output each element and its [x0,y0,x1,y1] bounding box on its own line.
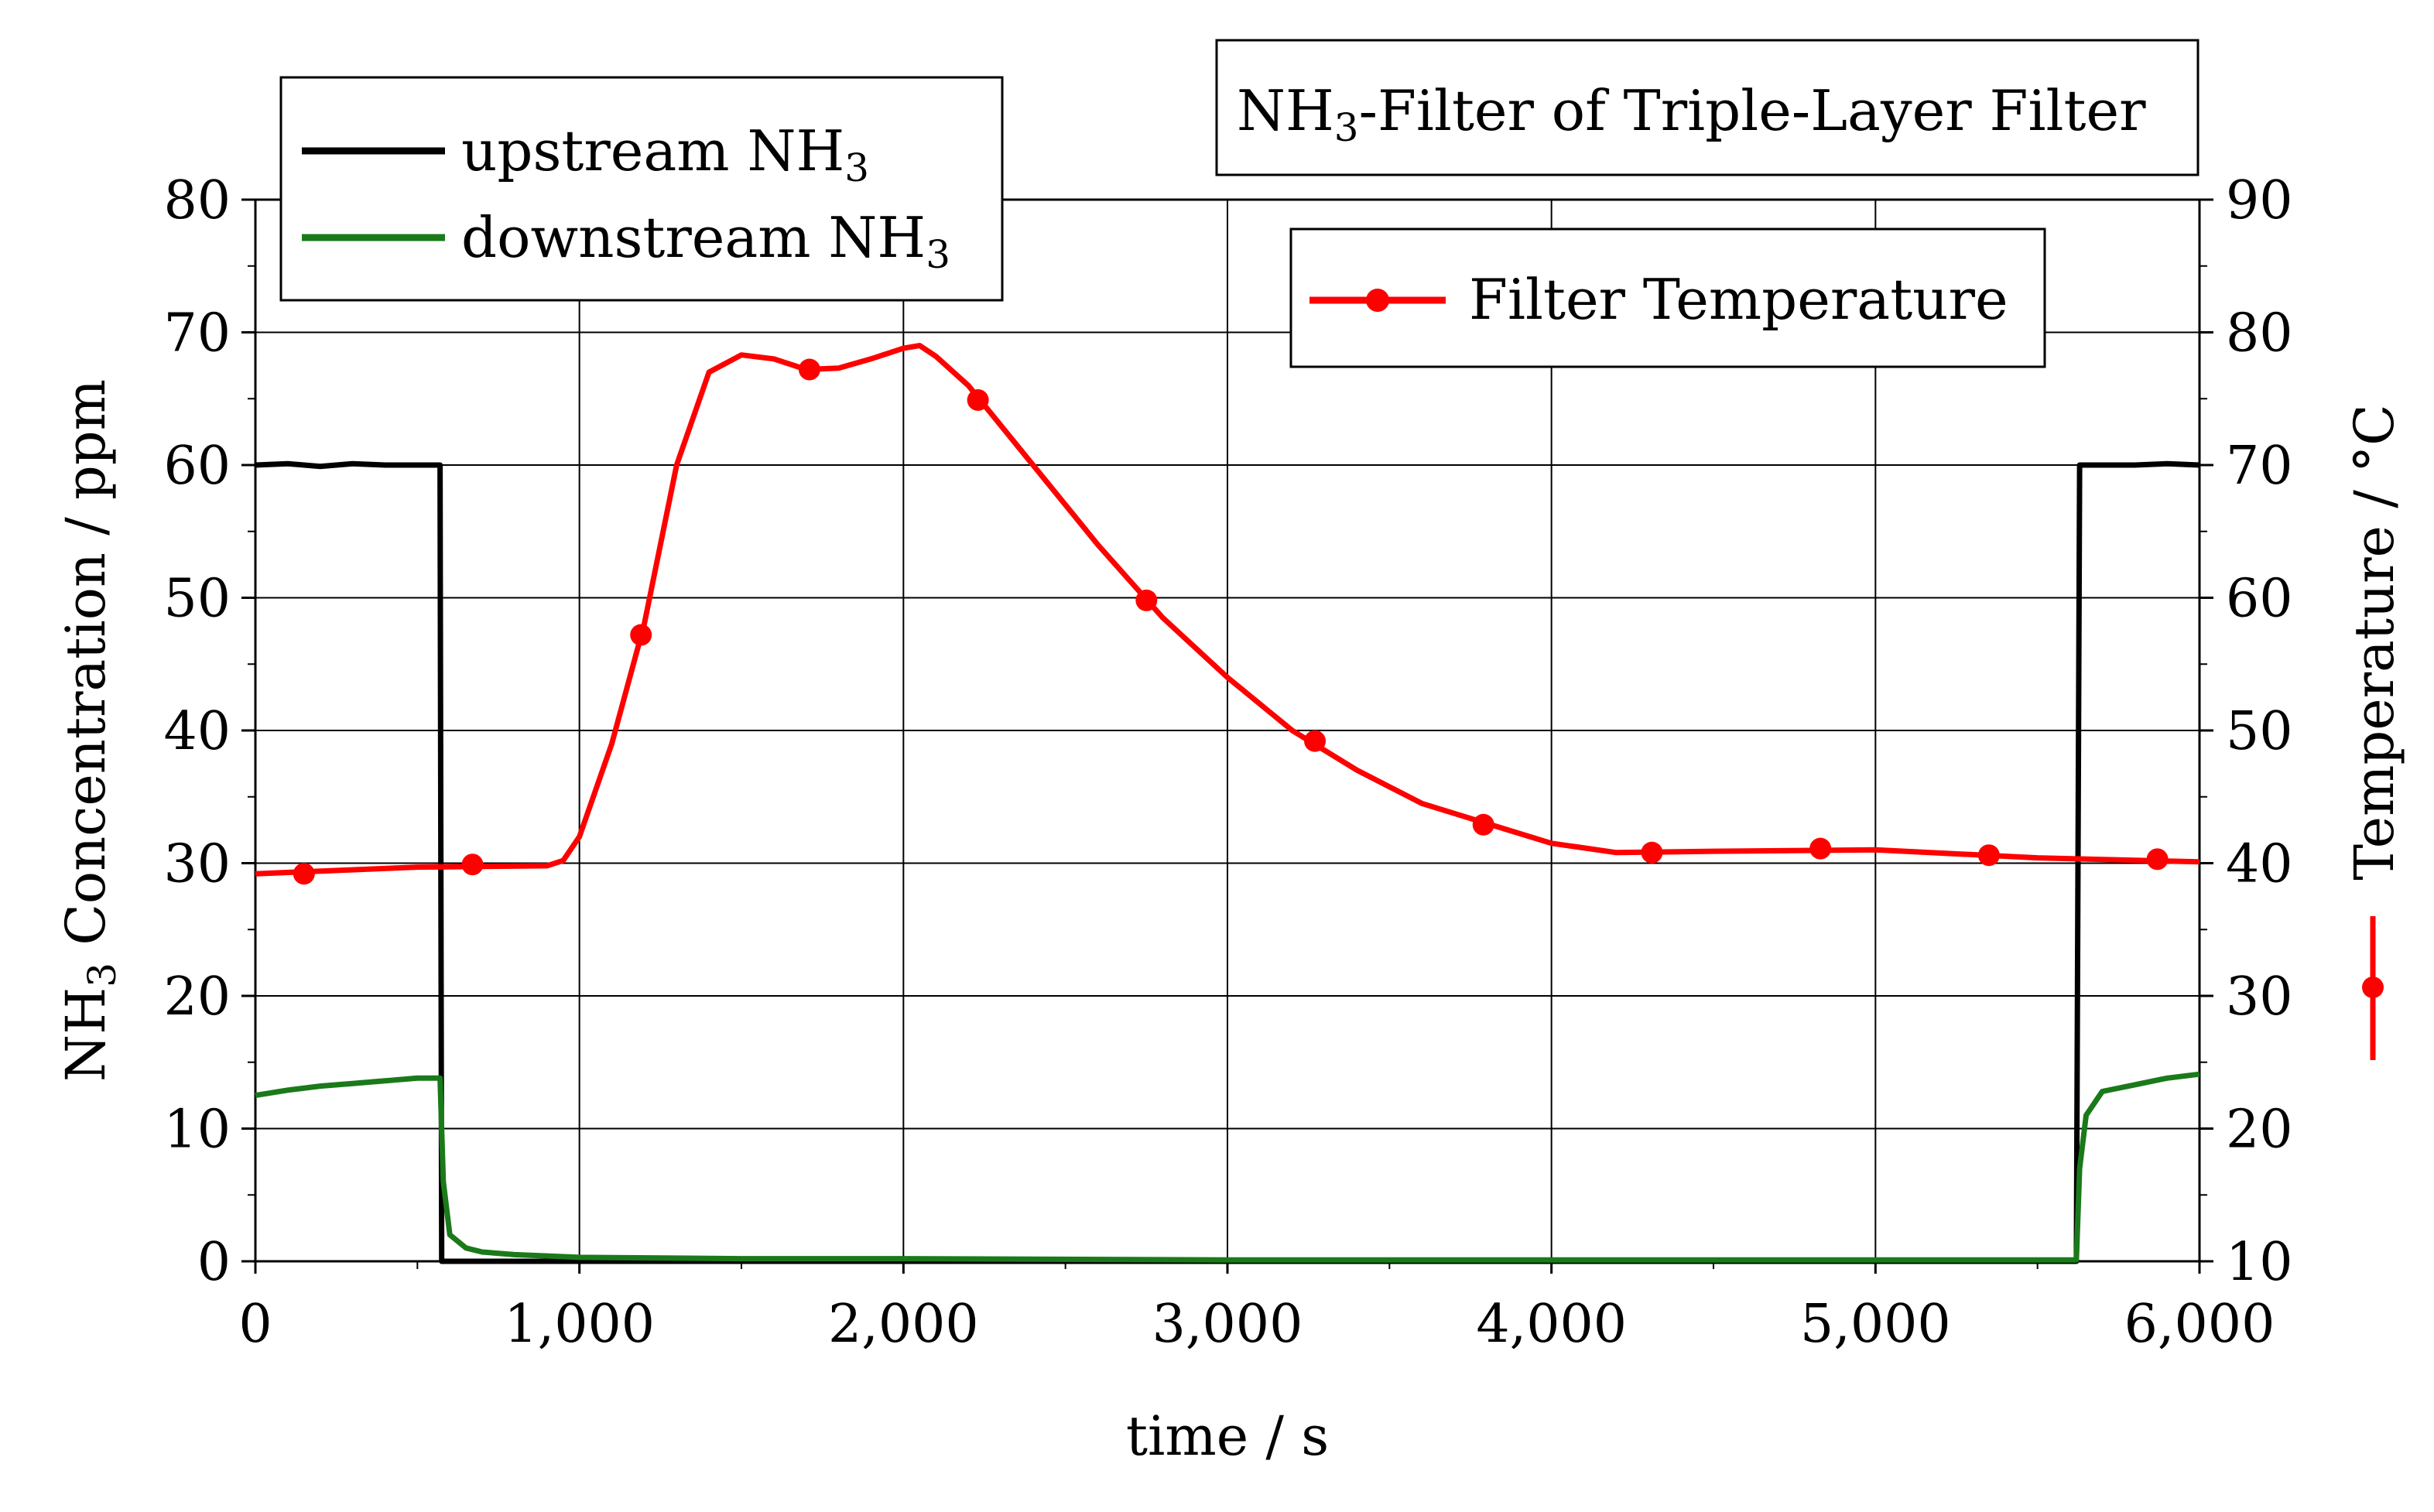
temperature-marker-point [1304,730,1327,752]
y-right-tick-label: 70 [2226,436,2293,497]
y-axis-label-left: NH3 Concentration / ppm [54,379,125,1082]
y-left-tick-label: 50 [163,569,231,630]
x-tick-label: 2,000 [828,1294,979,1355]
temperature-marker-point [2146,848,2169,871]
y-right-tick-label: 40 [2226,834,2293,895]
legend-downstream-label: downstream NH3 [461,205,950,277]
series-layer [255,343,2200,1264]
y-left-tick-label: 30 [163,834,231,895]
y-right-tick-label: 90 [2226,170,2293,231]
series-downstream-nh3-line [255,1071,2200,1263]
y-left-tick-label: 0 [197,1232,231,1293]
temperature-marker-point [630,624,652,646]
y-right-tick-label: 30 [2226,966,2293,1028]
y-left-tick-label: 60 [163,436,231,497]
temperature-marker-point [1641,841,1663,864]
y-left-tick-label: 40 [163,701,231,762]
chart-title-box [1215,39,2200,176]
axis-ticks [241,198,2213,1274]
legend-temperature-label: Filter Temperature [1469,267,2008,332]
y-right-tick-label: 60 [2226,569,2293,630]
x-tick-label: 5,000 [1800,1294,1951,1355]
temperature-marker-point [1809,837,1832,860]
right-axis-series-marker [2362,916,2384,1060]
temperature-marker-point [1472,813,1494,836]
y-left-tick-label: 70 [163,303,231,364]
series-upstream-nh3-line [255,460,2200,1264]
tick-labels: 0 1,000 2,000 3,000 4,000 5,000 6,000 0 10 20 30 40… [163,170,2292,1355]
y-left-tick-label: 10 [163,1100,231,1161]
x-tick-label: 0 [238,1294,272,1355]
temperature-marker-point [798,358,820,381]
x-tick-label: 1,000 [504,1294,655,1355]
y-left-tick-label: 80 [163,170,231,231]
x-axis-label: time / s [1126,1404,1329,1468]
y-axis-label-right: Temperature / °C [2343,404,2406,880]
y-right-tick-label: 80 [2226,303,2293,364]
legend-nh3-box [279,76,1004,302]
temperature-marker-point [1977,844,2000,867]
temperature-marker-point [293,863,315,885]
chart-title: NH3-Filter of Triple-Layer Filter [1215,39,2200,176]
y-right-tick-label: 10 [2226,1232,2293,1293]
y-left-tick-label: 20 [163,966,231,1028]
x-tick-label: 4,000 [1476,1294,1627,1355]
legend-temperature: Filter Temperature [1289,227,2046,368]
filter-temperature-markers [293,358,2169,885]
temperature-marker-point [967,388,989,411]
temperature-marker-point [1135,589,1158,611]
legend-nh3: upstream NH3 downstream NH3 [279,76,1004,302]
y-right-tick-label: 50 [2226,701,2293,762]
x-tick-label: 3,000 [1152,1294,1303,1355]
series-filter-temperature-line [255,343,2200,877]
legend-upstream-label: upstream NH3 [461,118,869,190]
temperature-marker-point [461,853,484,876]
x-tick-label: 6,000 [2124,1294,2275,1355]
legend-temperature-marker [1366,289,1389,312]
y-right-tick-label: 20 [2226,1100,2293,1161]
chart-title-text: NH3-Filter of Triple-Layer Filter [1237,78,2146,150]
